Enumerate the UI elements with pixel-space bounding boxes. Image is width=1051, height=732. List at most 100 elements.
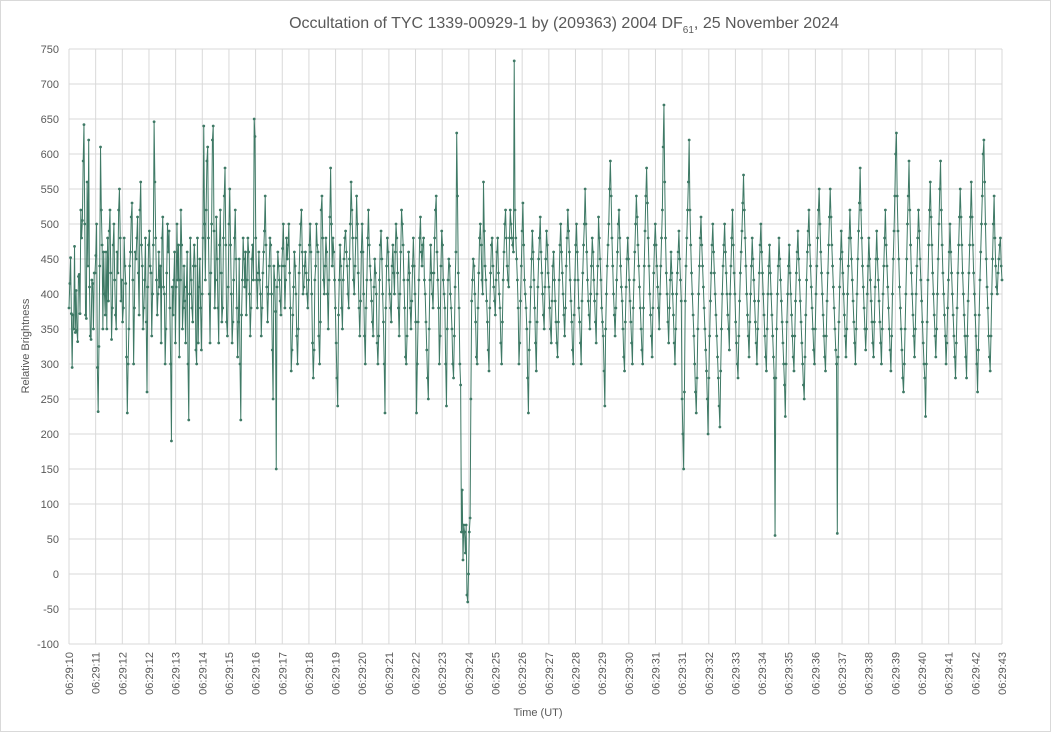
y-tick-label: 400 (41, 289, 59, 301)
data-point (760, 250, 764, 254)
data-point (86, 264, 90, 268)
data-point (716, 376, 720, 380)
data-point (754, 341, 758, 345)
data-point (146, 285, 150, 289)
data-point (960, 243, 964, 247)
data-point (137, 313, 141, 317)
data-point (214, 278, 217, 282)
data-point (713, 292, 717, 296)
y-tick-label: 50 (47, 534, 59, 546)
data-point (927, 243, 931, 247)
data-point (771, 334, 775, 338)
x-tick-label: 06:29:16 (251, 652, 263, 695)
data-point (944, 362, 948, 366)
data-point (522, 243, 526, 247)
data-point (573, 278, 577, 282)
data-point (77, 273, 81, 276)
data-point (638, 306, 642, 310)
data-point (557, 278, 561, 282)
data-point (388, 292, 392, 296)
data-point (928, 180, 932, 184)
data-point (796, 229, 800, 233)
data-point (853, 341, 857, 345)
data-point (456, 194, 459, 198)
data-point (806, 229, 810, 233)
data-point (566, 208, 570, 212)
data-point (316, 250, 320, 254)
data-point (265, 285, 269, 289)
data-point (326, 327, 330, 331)
y-tick-label: 500 (41, 219, 59, 231)
data-point (133, 306, 136, 310)
data-point (984, 222, 987, 226)
data-point (296, 362, 299, 366)
data-point (750, 236, 754, 240)
data-point (318, 362, 321, 366)
data-point (881, 292, 885, 296)
data-point (815, 264, 819, 268)
data-point (683, 390, 686, 394)
data-point (173, 250, 176, 254)
data-point (103, 313, 107, 317)
data-point (480, 278, 484, 282)
data-point (401, 243, 405, 247)
data-point (641, 362, 645, 366)
data-point (218, 208, 222, 212)
data-point (352, 292, 356, 296)
data-point (364, 306, 368, 310)
data-point (291, 313, 295, 317)
data-point (244, 313, 248, 317)
data-point (934, 355, 938, 359)
data-point (575, 250, 579, 254)
data-point (422, 236, 425, 240)
data-point (351, 236, 355, 240)
data-point (779, 299, 783, 303)
data-point (965, 376, 968, 380)
data-point (281, 247, 284, 250)
data-point (152, 120, 156, 124)
data-point (200, 292, 204, 296)
data-point (722, 243, 726, 247)
data-point (529, 285, 533, 289)
data-point (937, 222, 941, 226)
data-point (374, 292, 378, 296)
data-point (521, 201, 525, 205)
data-point (241, 236, 245, 240)
data-point (492, 285, 496, 289)
data-point (792, 369, 796, 373)
data-point (437, 362, 441, 366)
data-point (469, 397, 473, 401)
data-point (114, 327, 118, 331)
data-point (786, 292, 790, 296)
data-point (339, 264, 343, 268)
data-point (591, 250, 595, 254)
y-tick-label: 550 (41, 184, 59, 196)
data-point (237, 320, 240, 324)
data-point (844, 355, 848, 359)
data-point (312, 348, 316, 352)
data-point (649, 313, 652, 317)
data-point (899, 327, 903, 331)
data-point (689, 243, 693, 247)
data-point (268, 236, 272, 240)
data-point (858, 166, 862, 170)
data-point (813, 362, 816, 366)
data-point (270, 292, 273, 296)
data-point (546, 271, 550, 275)
data-point (472, 264, 476, 268)
data-point (564, 264, 568, 268)
data-point (730, 236, 734, 240)
data-point (738, 271, 742, 275)
data-point (180, 243, 184, 247)
data-point (153, 180, 157, 184)
data-point (484, 278, 488, 282)
data-point (893, 194, 897, 198)
data-point (784, 362, 788, 366)
data-point (202, 124, 206, 128)
data-point (167, 229, 171, 233)
data-point (464, 523, 468, 527)
data-point (753, 320, 757, 324)
data-point (220, 320, 224, 324)
data-point (359, 299, 362, 303)
data-point (924, 415, 927, 418)
